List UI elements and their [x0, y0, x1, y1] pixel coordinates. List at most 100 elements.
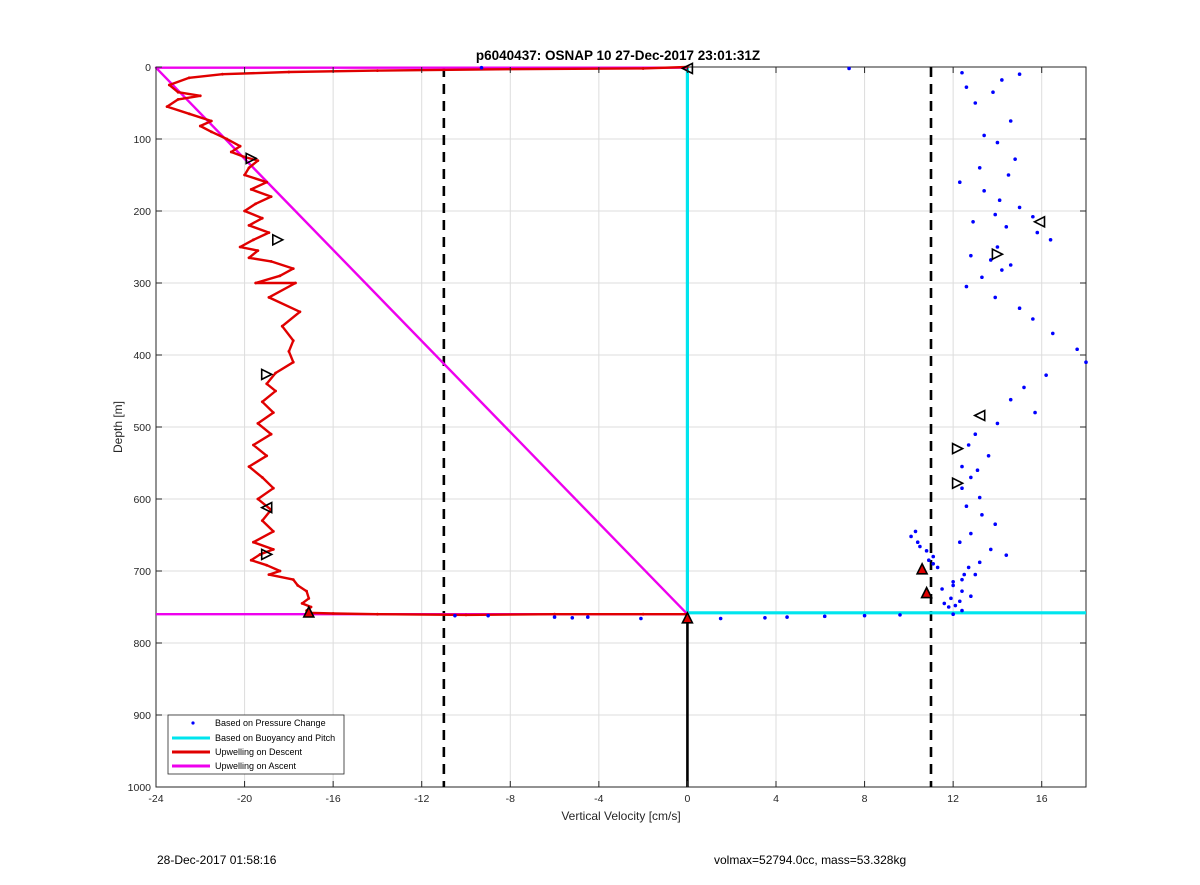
- pressure-point: [1048, 238, 1053, 242]
- pressure-point: [980, 513, 984, 517]
- descent-point: [247, 224, 251, 227]
- triangle-marker: [991, 247, 1005, 261]
- descent-point: [274, 371, 277, 375]
- pressure-point: [913, 529, 918, 534]
- pressure-point: [1004, 553, 1009, 557]
- pressure-point: [986, 454, 991, 458]
- pressure-point: [1084, 360, 1088, 365]
- descent-point: [260, 216, 264, 220]
- x-tick-label: -12: [414, 793, 429, 805]
- descent-point: [258, 553, 262, 556]
- descent-point: [553, 612, 556, 616]
- footer-timestamp: 28-Dec-2017 01:58:16: [157, 853, 277, 867]
- pressure-point: [997, 198, 1002, 202]
- descent-point: [267, 296, 271, 299]
- triangle-marker: [1032, 215, 1046, 229]
- pressure-point: [991, 90, 995, 94]
- y-tick-label: 700: [133, 566, 151, 578]
- pressure-point: [969, 475, 973, 480]
- y-tick-label: 900: [133, 710, 151, 722]
- descent-point: [256, 497, 260, 501]
- x-axis-label: Vertical Velocity [cm/s]: [561, 809, 680, 823]
- descent-point: [167, 83, 171, 87]
- pressure-point: [1035, 230, 1040, 235]
- descent-point: [252, 238, 255, 242]
- descent-point: [243, 209, 246, 213]
- descent-point: [260, 519, 264, 522]
- descent-point: [271, 411, 275, 414]
- pressure-point: [953, 603, 958, 608]
- descent-point: [249, 558, 253, 562]
- descent-point: [280, 324, 284, 328]
- pressure-point: [995, 140, 1000, 145]
- triangle-marker: [302, 605, 316, 618]
- pressure-point: [977, 495, 982, 500]
- pressure-point: [926, 558, 931, 562]
- triangle-marker: [951, 442, 965, 455]
- pressure-point: [1022, 385, 1026, 390]
- x-tick-label: -24: [148, 793, 163, 805]
- pressure-point: [1031, 317, 1035, 321]
- grid: [155, 66, 1086, 788]
- chart-title: p6040437: OSNAP 10 27-Dec-2017 23:01:31Z: [476, 48, 760, 63]
- pressure-point: [962, 572, 967, 577]
- pressure-point: [918, 544, 922, 549]
- descent-point: [260, 400, 264, 404]
- pressure-point: [1008, 397, 1013, 402]
- y-tick-label: 600: [133, 494, 151, 506]
- pressure-point: [486, 613, 490, 618]
- pressure-point: [949, 596, 953, 601]
- descent-point: [271, 486, 275, 490]
- pressure-point: [957, 180, 962, 184]
- legend-box: [167, 714, 345, 775]
- descent-point: [309, 605, 313, 609]
- descent-point: [464, 613, 468, 617]
- pressure-point: [982, 189, 986, 193]
- pressure-point: [924, 549, 929, 553]
- pressure-point: [969, 594, 973, 598]
- descent-point: [269, 195, 273, 199]
- pressure-point: [847, 66, 851, 71]
- pressure-point: [960, 608, 964, 613]
- pressure-point: [960, 577, 964, 582]
- pressure-point: [453, 613, 457, 618]
- descent-point: [221, 72, 224, 76]
- descent-point: [267, 231, 271, 235]
- pressure-point: [960, 70, 964, 75]
- descent-point: [291, 339, 295, 342]
- descent-point: [376, 69, 379, 72]
- descent-point: [243, 155, 246, 159]
- pressure-point: [1031, 214, 1035, 219]
- descent-point: [265, 382, 269, 386]
- y-tick-label: 800: [133, 638, 151, 650]
- pressure-point: [980, 275, 984, 280]
- descent-point: [209, 119, 213, 123]
- y-axis-ticks: 0 100 200 300 400 500 600 700 800 900 1000: [128, 62, 1086, 794]
- triangle-marker: [915, 562, 929, 575]
- descent-point: [265, 563, 269, 567]
- triangle-marker: [259, 501, 273, 514]
- pressure-point: [1004, 225, 1009, 229]
- pressure-point: [931, 562, 936, 566]
- pressure-point: [995, 421, 1000, 426]
- pressure-point: [973, 101, 978, 105]
- pressure-point: [988, 547, 993, 552]
- pressure-point: [993, 522, 998, 526]
- pressure-point: [969, 253, 973, 258]
- descent-point: [198, 94, 202, 98]
- descent-point: [256, 422, 260, 425]
- y-tick-label: 400: [133, 350, 151, 362]
- pressure-point: [1008, 119, 1013, 123]
- pressure-point: [977, 166, 982, 170]
- descent-point: [307, 596, 311, 600]
- descent-point: [252, 540, 255, 544]
- descent-point: [278, 274, 282, 278]
- pressure-point: [975, 468, 980, 473]
- pressure-point: [971, 220, 975, 224]
- triangle-marker: [972, 409, 986, 422]
- descent-point: [256, 249, 260, 253]
- pressure-point: [995, 245, 1000, 249]
- x-tick-label: 4: [773, 793, 779, 805]
- pressure-point: [1044, 373, 1048, 377]
